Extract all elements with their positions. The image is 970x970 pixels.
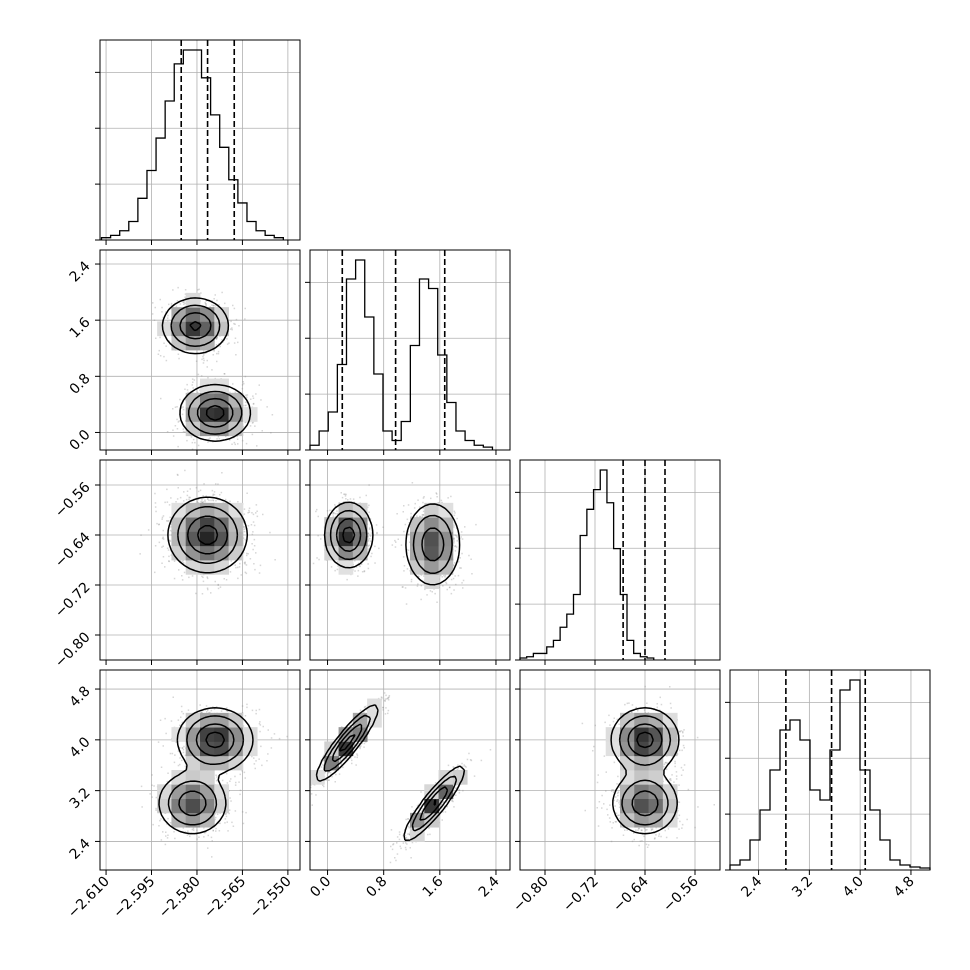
contour-level-1	[331, 723, 449, 821]
contour-level-3	[167, 496, 249, 574]
panel-0-3	[140, 696, 288, 858]
contour-level-0	[342, 526, 356, 544]
contour-level-3	[158, 707, 254, 835]
contour-level-1	[186, 515, 229, 555]
axes-frame-r3-c1	[309, 669, 511, 871]
ytick-label-3-1: 3.2	[67, 785, 94, 812]
hist-grid-0	[100, 71, 300, 185]
ytick-label-3-0: 2.4	[67, 836, 94, 863]
density-fill-0-1	[157, 292, 258, 437]
contours-2-3	[610, 707, 680, 835]
contour-level-2	[618, 715, 672, 826]
axes-frame-r0-c0	[99, 39, 301, 241]
contour-level-0	[338, 734, 437, 806]
contour-level-0	[189, 320, 225, 421]
contour-level-1	[335, 517, 445, 562]
contours-0-2	[167, 496, 249, 574]
grid-r3-c2	[520, 670, 720, 870]
xtick-label-1-1: 0.8	[363, 874, 390, 901]
grid-r3-c0	[100, 670, 300, 870]
xtick-label-3-1: 3.2	[789, 874, 816, 901]
contour-level-1	[627, 723, 663, 817]
density-fill-1-2	[324, 502, 454, 589]
contour-level-2	[323, 714, 458, 832]
xtick-label-1-2: 1.6	[420, 873, 447, 900]
xtick-label-0-0: −2.610	[65, 874, 113, 922]
axes-frame-r3-c3	[729, 669, 931, 871]
ytick-label-1-3: 2.4	[67, 258, 94, 285]
contour-level-0	[636, 731, 654, 749]
panel-1-3	[310, 692, 492, 864]
xtick-label-3-0: 2.4	[738, 873, 765, 900]
contour-level-3	[610, 707, 680, 835]
contour-level-3	[323, 501, 461, 586]
histogram-3	[729, 679, 931, 870]
contours-0-1	[161, 297, 252, 442]
axes-frame-r2-c0	[99, 459, 301, 661]
xtick-label-0-1: −2.595	[110, 874, 158, 922]
contour-level-3	[315, 704, 466, 841]
xtick-label-2-1: −0.72	[560, 874, 602, 916]
panel-1-2	[312, 482, 477, 605]
xtick-label-0-3: −2.565	[201, 874, 249, 922]
contours-1-2	[323, 501, 461, 586]
contour-level-1	[178, 723, 235, 817]
axes-frame-r1-c0	[99, 249, 301, 451]
axes-frame-r3-c0	[99, 669, 301, 871]
ytick-label-3-3: 4.8	[67, 683, 94, 710]
contour-level-1	[179, 312, 234, 428]
ytick-label-3-2: 4.0	[67, 734, 94, 761]
contour-level-0	[196, 525, 219, 545]
contour-level-3	[161, 297, 252, 442]
ytick-label-2-3: −0.56	[52, 479, 94, 521]
panel-0-1	[151, 286, 274, 450]
contour-level-0	[205, 731, 226, 749]
histogram-1	[309, 259, 494, 450]
xtick-label-2-0: −0.80	[510, 874, 552, 916]
axes-frame-r2-c1	[309, 459, 511, 661]
ytick-label-1-0: 0.0	[67, 427, 94, 454]
contours-1-3	[315, 704, 466, 841]
ytick-label-2-0: −0.80	[52, 629, 94, 671]
xtick-label-0-2: −2.580	[156, 874, 204, 922]
panel-0-2	[139, 469, 276, 595]
contour-level-2	[167, 715, 245, 826]
axes-frame-r3-c2	[519, 669, 721, 871]
xtick-label-1-0: 0.0	[307, 874, 334, 901]
ytick-label-1-2: 1.6	[67, 314, 94, 341]
grid-r1-c1	[327, 250, 497, 450]
axes-frame-r2-c2	[519, 459, 721, 661]
grid-r0-c0	[105, 40, 289, 240]
xtick-label-3-2: 4.0	[840, 874, 867, 901]
xtick-label-1-3: 2.4	[476, 873, 503, 900]
contours-0-3	[158, 707, 254, 835]
panel-2-3	[581, 685, 715, 848]
contour-level-2	[329, 509, 453, 575]
xtick-label-2-2: −0.64	[610, 873, 652, 915]
density-fill-1-3	[310, 698, 468, 842]
ytick-label-2-2: −0.64	[52, 529, 94, 571]
xtick-label-0-4: −2.550	[247, 874, 295, 922]
ytick-label-2-1: −0.72	[52, 579, 94, 621]
contour-level-2	[177, 506, 239, 564]
xtick-label-3-3: 4.8	[891, 874, 918, 901]
axes-frame-r1-c1	[309, 249, 511, 451]
histogram-0	[100, 49, 284, 240]
xtick-label-2-3: −0.56	[660, 873, 702, 915]
histogram-2	[519, 469, 655, 660]
ytick-label-1-1: 0.8	[67, 371, 94, 398]
contour-level-2	[170, 304, 243, 435]
